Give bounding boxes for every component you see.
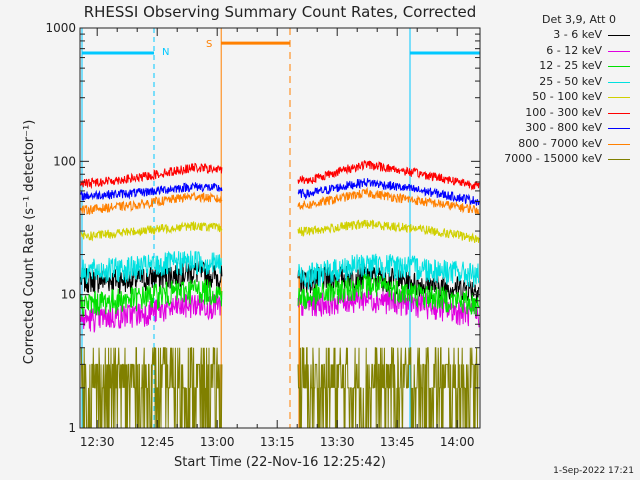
y-tick-label: 1000 xyxy=(45,21,76,35)
legend-entry-label: 800 - 7000 keV xyxy=(518,136,602,150)
series-line xyxy=(297,178,480,206)
legend-entry-label: 50 - 100 keV xyxy=(532,90,602,103)
series-line xyxy=(80,293,223,333)
date-stamp: 1-Sep-2022 17:21 xyxy=(553,466,634,476)
legend-entry-label: 12 - 25 keV xyxy=(539,59,602,72)
x-tick-label: 13:00 xyxy=(200,435,235,449)
series-line xyxy=(297,273,480,317)
legend-swatch xyxy=(608,97,630,98)
series-line xyxy=(80,278,223,318)
legend-entry-label: 25 - 50 keV xyxy=(539,74,602,88)
series-line xyxy=(80,347,223,429)
night-label: N xyxy=(162,47,169,58)
annotation-labels: NS xyxy=(162,39,212,58)
legend-swatch xyxy=(608,128,630,129)
legend-swatch xyxy=(608,35,630,36)
x-tick-label: 12:30 xyxy=(80,435,115,449)
x-axis-label: Start Time (22-Nov-16 12:25:42) xyxy=(174,455,386,470)
legend-entry-label: 7000 - 15000 keV xyxy=(504,152,602,165)
chart-title: RHESSI Observing Summary Count Rates, Co… xyxy=(84,3,477,21)
series-line xyxy=(80,260,223,294)
x-tick-label: 14:00 xyxy=(440,435,475,449)
legend-swatch xyxy=(608,81,630,83)
y-axis: 1 10 100 1000 xyxy=(45,21,480,435)
legend-header: Det 3,9, Att 0 xyxy=(542,13,616,26)
series-line xyxy=(297,186,480,215)
legend: Det 3,9, Att 0 3 - 6 keV 6 - 12 keV 12 - 2… xyxy=(470,10,636,190)
legend-entry-label: 100 - 300 keV xyxy=(525,105,602,119)
saa-label: S xyxy=(206,39,212,50)
series-line xyxy=(80,162,223,190)
legend-swatch xyxy=(608,50,630,52)
legend-entry-label: 3 - 6 keV xyxy=(553,28,602,41)
y-tick-label: 100 xyxy=(53,154,76,168)
series-line xyxy=(80,250,223,284)
x-tick-label: 13:15 xyxy=(260,435,295,449)
series-line xyxy=(80,221,223,242)
series-lines xyxy=(80,159,480,429)
y-tick-label: 10 xyxy=(61,288,76,302)
y-tick-label: 1 xyxy=(68,421,76,435)
x-tick-label: 13:45 xyxy=(380,435,415,449)
series-line xyxy=(297,159,480,191)
x-tick-label: 13:30 xyxy=(320,435,355,449)
series-line xyxy=(297,219,480,243)
x-axis: 12:30 12:45 13:00 13:15 13:30 13:45 14:00 xyxy=(80,28,475,449)
legend-entry-label: 6 - 12 keV xyxy=(546,43,602,57)
legend-swatch xyxy=(608,159,630,160)
series-line xyxy=(80,182,223,201)
legend-entry-label: 300 - 800 keV xyxy=(525,121,602,134)
legend-swatch xyxy=(608,112,630,114)
series-line xyxy=(80,191,223,216)
series-line xyxy=(298,253,480,290)
legend-swatch xyxy=(608,66,630,67)
series-line xyxy=(297,347,479,429)
plot-frame xyxy=(79,27,481,429)
y-axis-label: Corrected Count Rate (s⁻¹ detector⁻¹) xyxy=(22,120,37,365)
x-tick-label: 12:45 xyxy=(140,435,175,449)
legend-swatch xyxy=(608,143,630,145)
